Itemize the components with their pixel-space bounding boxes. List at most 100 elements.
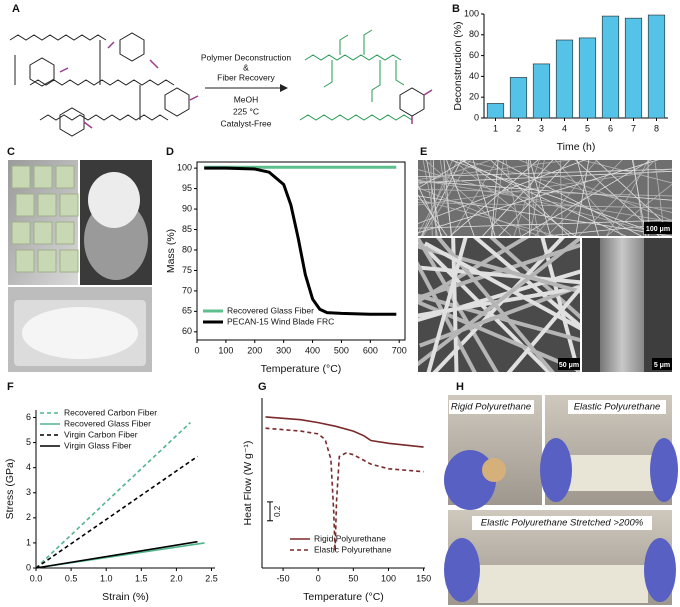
fiber (88, 172, 140, 228)
x-tick-label: 0.0 (30, 573, 43, 583)
chain (29, 79, 175, 86)
tile (33, 165, 53, 189)
y-tick-label: 60 (469, 50, 479, 60)
y-tick-label: 6 (26, 412, 31, 422)
tile (33, 221, 53, 245)
bar (647, 14, 666, 119)
fiber (22, 307, 138, 359)
fiber (418, 168, 672, 178)
photo-caption: Rigid Polyurethane (451, 402, 531, 413)
caption-box (568, 400, 666, 414)
x-tick-label: 500 (334, 345, 349, 355)
fiber (521, 160, 652, 236)
y-tick-label: 100 (177, 163, 192, 173)
ring (164, 87, 190, 117)
legend-label: Virgin Carbon Fiber (64, 429, 138, 439)
scale-box (644, 222, 672, 234)
sample (482, 458, 506, 482)
bar (601, 15, 620, 119)
y-tick-label: 95 (182, 183, 192, 193)
scale-bar-label: 5 μm (654, 362, 670, 369)
fiber (575, 160, 590, 236)
glove (444, 450, 496, 510)
fiber (418, 160, 459, 235)
fiber (432, 238, 565, 372)
y-tick-label: 2 (26, 512, 31, 522)
ester (59, 41, 199, 129)
x-tick-label: 0.5 (65, 573, 78, 583)
y-tick-label: 0 (26, 562, 31, 572)
fiber (606, 160, 649, 236)
fiber (580, 160, 672, 184)
fiber (418, 199, 559, 236)
fiber (418, 194, 448, 236)
fiber (418, 160, 492, 185)
fiber (559, 160, 563, 236)
fiber (426, 160, 442, 236)
y-tick-label: 3 (26, 487, 31, 497)
legend-label: Recovered Carbon Fiber (64, 407, 157, 417)
x-axis-title: Strain (%) (102, 591, 149, 603)
caption-box (449, 400, 534, 414)
bar (555, 39, 574, 119)
y-tick-label: 0 (474, 112, 479, 122)
fiber (418, 179, 672, 223)
bar (509, 77, 528, 119)
fiber (426, 238, 468, 372)
bar (578, 37, 597, 119)
fiber (513, 160, 540, 236)
legend-label: Virgin Glass Fiber (64, 440, 132, 450)
y-tick-label: 40 (469, 71, 479, 81)
fiber (505, 160, 521, 236)
y-axis-title: Heat Flow (W g⁻¹) (242, 441, 254, 526)
panel-label: C (7, 146, 15, 158)
fiber (420, 160, 453, 236)
tile (11, 165, 31, 189)
glove (650, 438, 678, 502)
ring (59, 107, 85, 137)
ruler (565, 455, 655, 491)
tile (15, 249, 35, 273)
y-axis-title: Deconstruction (%) (452, 21, 464, 110)
y-tick-label: 1 (26, 537, 31, 547)
series-line (265, 427, 424, 552)
fiber (472, 160, 496, 236)
series-line (35, 540, 198, 569)
panel-label: G (258, 381, 267, 393)
y-axis-title: Mass (%) (165, 229, 177, 273)
fiber (600, 238, 644, 372)
x-tick-label: 2.0 (170, 573, 183, 583)
fiber (518, 160, 672, 221)
scale-bar-label: 50 μm (559, 362, 579, 369)
tile (55, 165, 75, 189)
fiber (498, 160, 571, 236)
series-line (204, 166, 397, 316)
legend-label: Elastic Polyurethane (314, 544, 392, 554)
chain (9, 34, 107, 41)
x-tick-label: 2 (516, 123, 521, 133)
fiber (632, 160, 645, 236)
x-tick-label: 0 (316, 573, 321, 583)
x-tick-label: 6 (608, 123, 613, 133)
fiber (546, 160, 623, 236)
photo-h (444, 395, 678, 605)
x-tick-label: 3 (539, 123, 544, 133)
x-axis-title: Time (h) (557, 141, 596, 153)
scheme-text: Polymer Deconstruction (201, 52, 292, 62)
x-tick-label: 8 (654, 123, 659, 133)
fiber (418, 187, 541, 236)
x-tick-label: 50 (348, 573, 358, 583)
fiber (418, 219, 672, 229)
fiber (418, 188, 672, 197)
fiber (446, 160, 475, 236)
fiber (439, 160, 453, 236)
link (14, 40, 141, 120)
legend-label: PECAN-15 Wind Blade FRC (227, 316, 334, 326)
x-tick-label: 100 (381, 573, 396, 583)
tile (59, 193, 79, 217)
scheme-text: MeOH (234, 94, 259, 104)
panel-label: D (166, 146, 174, 158)
fiber (418, 160, 573, 180)
fiber (418, 160, 467, 189)
fiber (452, 160, 549, 236)
